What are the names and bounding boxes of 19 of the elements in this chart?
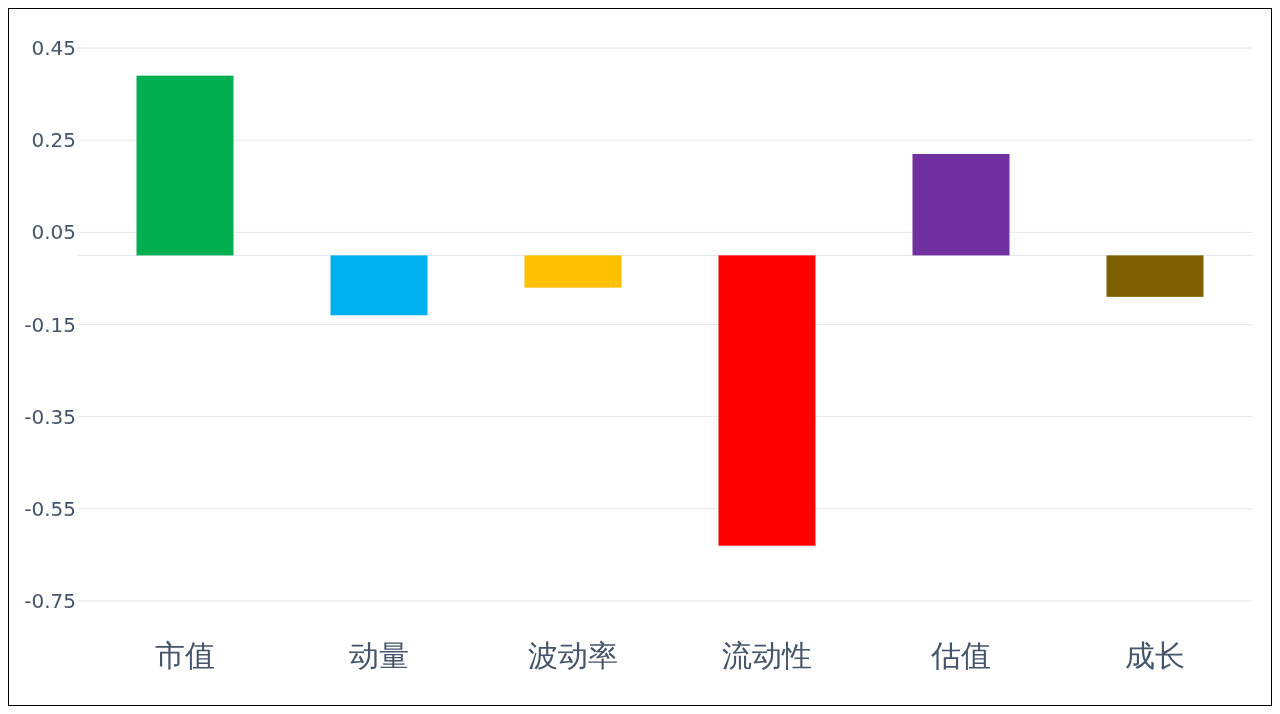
y-tick-label: 0.45: [31, 36, 76, 60]
bar: [1106, 255, 1204, 297]
x-tick-label: 成长: [1125, 638, 1185, 673]
y-tick-label: -0.55: [24, 496, 76, 521]
x-tick-label: 估值: [930, 638, 991, 673]
y-tick-label: -0.75: [24, 589, 76, 613]
x-tick-label: 波动率: [528, 638, 618, 673]
bar: [524, 255, 622, 288]
x-tick-label: 流动性: [722, 638, 812, 673]
bar: [136, 75, 234, 256]
x-tick-label: 动量: [349, 638, 409, 673]
bar: [718, 255, 816, 546]
bar: [330, 255, 428, 316]
y-tick-label: -0.35: [24, 404, 76, 429]
bar: [912, 153, 1010, 256]
x-tick-label: 市值: [155, 638, 215, 673]
y-tick-label: 0.25: [31, 128, 76, 153]
y-tick-label: 0.05: [31, 220, 76, 245]
y-tick-label: -0.15: [24, 312, 76, 337]
